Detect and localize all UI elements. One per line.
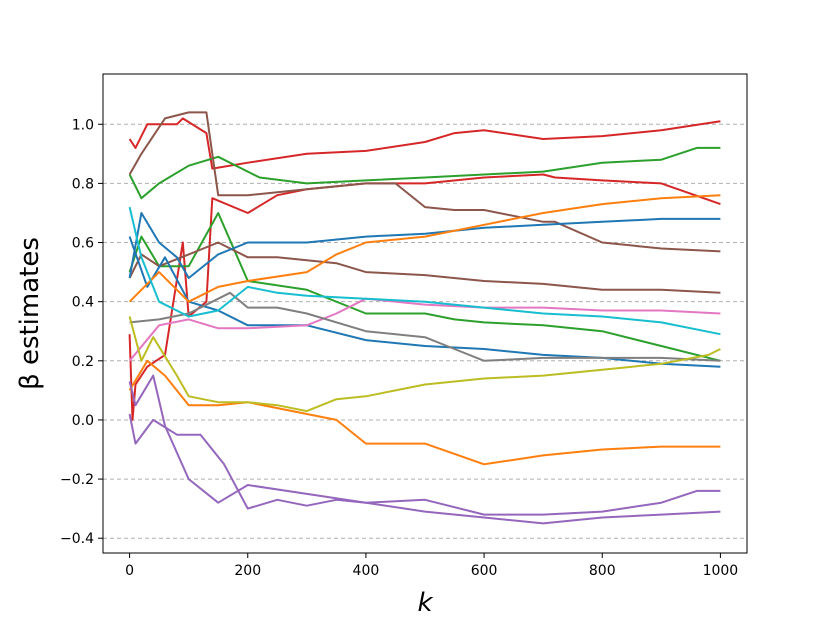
x-tick-label: 800	[589, 563, 616, 579]
y-tick-label: 0.6	[72, 236, 94, 252]
y-tick-label: 1.0	[72, 117, 94, 133]
y-tick-label: 0.4	[72, 295, 94, 311]
series-line-11	[128, 413, 721, 525]
series-line-13	[128, 297, 721, 362]
y-tick-label: 0.0	[72, 413, 94, 429]
y-tick-label: 0.8	[72, 176, 94, 192]
plot-frame	[102, 73, 748, 554]
x-tick-label: 0	[125, 563, 134, 579]
series-line-16	[128, 206, 721, 336]
x-tick-label: 400	[353, 563, 380, 579]
series-lines	[128, 111, 721, 525]
series-line-6	[128, 241, 721, 294]
series-line-10	[128, 359, 721, 466]
series-line-9	[128, 194, 721, 303]
y-tick-label: 0.2	[72, 354, 94, 370]
series-line-5	[128, 111, 721, 253]
y-axis-title: β estimates	[15, 237, 45, 390]
series-line-3	[128, 146, 721, 200]
series-line-1	[128, 117, 721, 170]
x-tick-label: 200	[234, 563, 261, 579]
series-line-12	[128, 374, 721, 516]
series-line-7	[128, 212, 721, 279]
x-tick-label: 600	[471, 563, 498, 579]
series-line-15	[128, 316, 721, 413]
series-line-14	[129, 291, 721, 362]
x-tick-label: 1000	[703, 563, 739, 579]
y-tick-label: −0.4	[60, 531, 94, 547]
axis-ticks: −0.4 −0.2 0.0 0.2 0.4 0.6 0.8 1.0 0 200 400 600 800 1…	[60, 117, 738, 579]
x-axis-title: k	[417, 588, 433, 618]
y-tick-label: −0.2	[60, 472, 94, 488]
series-line-2	[128, 173, 721, 421]
